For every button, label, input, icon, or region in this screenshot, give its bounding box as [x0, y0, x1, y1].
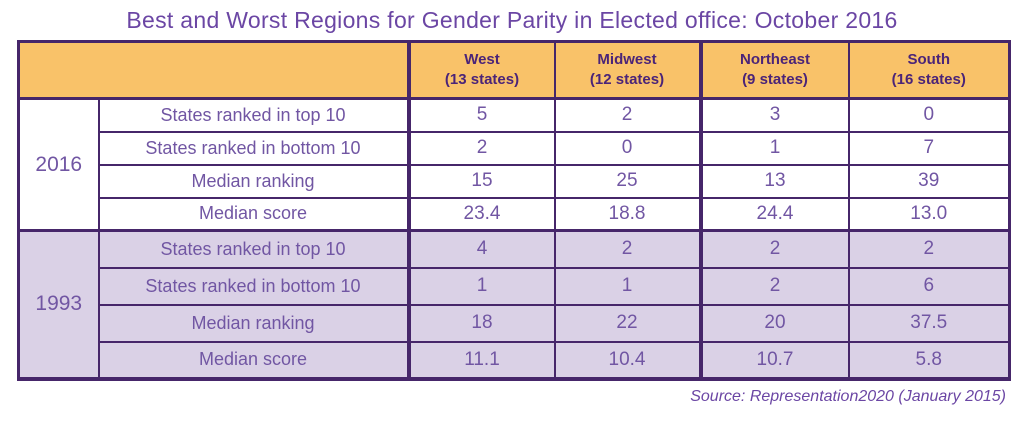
value-cell: 1: [553, 266, 702, 306]
region-name: Midwest: [597, 50, 657, 68]
value-cell: 11.1: [406, 340, 556, 380]
region-states-count: (16 states): [891, 71, 966, 88]
column-header-west: West (13 states): [406, 40, 556, 100]
section-2016: 2016 States ranked in top 10 5 2 3 0 Sta…: [17, 97, 1011, 232]
page-title: Best and Worst Regions for Gender Parity…: [126, 7, 898, 33]
section-1993: 1993 States ranked in top 10 4 2 2 2 Sta…: [17, 229, 1011, 380]
value-cell: 39: [847, 163, 1011, 199]
region-name: South: [907, 50, 951, 68]
header-corner-cell: [17, 40, 410, 100]
region-states-count: (12 states): [589, 71, 665, 88]
row-label: States ranked in top 10: [97, 229, 410, 269]
table-row: 2016 States ranked in top 10 5 2 3 0: [17, 97, 1011, 232]
value-cell: 5: [406, 97, 556, 133]
row-label: Median ranking: [97, 163, 410, 199]
row-label: States ranked in bottom 10: [97, 130, 410, 166]
value-cell: 2: [553, 229, 702, 269]
year-cell-1993: 1993: [17, 229, 100, 380]
value-cell: 23.4: [406, 196, 556, 232]
value-cell: 4: [406, 229, 556, 269]
value-cell: 22: [553, 303, 702, 343]
value-cell: 10.4: [553, 340, 702, 380]
column-header-midwest: Midwest (12 states): [553, 40, 702, 100]
row-label: States ranked in top 10: [97, 97, 410, 133]
row-label: Median score: [97, 340, 410, 380]
table-row: States ranked in bottom 10 2 0 1 7: [19, 130, 1011, 166]
value-cell: 1: [698, 130, 850, 166]
region-name: West: [464, 50, 500, 68]
table-row: 1993 States ranked in top 10 4 2 2 2: [17, 229, 1011, 380]
year-cell-2016: 2016: [17, 97, 100, 232]
table-row: Median score 11.1 10.4 10.7 5.8: [19, 340, 1011, 380]
table-row: Median ranking 18 22 20 37.5: [19, 303, 1011, 343]
value-cell: 2: [406, 130, 556, 166]
table-header: West (13 states) Midwest (12 states) Nor…: [17, 40, 1011, 100]
value-cell: 0: [553, 130, 702, 166]
value-cell: 5.8: [847, 340, 1011, 380]
value-cell: 6: [847, 266, 1011, 306]
value-cell: 25: [553, 163, 702, 199]
value-cell: 2: [847, 229, 1011, 269]
row-label: States ranked in bottom 10: [97, 266, 410, 306]
table-row: Median score 23.4 18.8 24.4 13.0: [19, 196, 1011, 232]
value-cell: 13: [698, 163, 850, 199]
value-cell: 24.4: [698, 196, 850, 232]
value-cell: 10.7: [698, 340, 850, 380]
region-states-count: (9 states): [742, 71, 808, 88]
row-label: Median score: [97, 196, 410, 232]
value-cell: 18: [406, 303, 556, 343]
value-cell: 2: [698, 266, 850, 306]
value-cell: 37.5: [847, 303, 1011, 343]
value-cell: 0: [847, 97, 1011, 133]
row-label: Median ranking: [97, 303, 410, 343]
region-states-count: (13 states): [444, 71, 520, 88]
value-cell: 13.0: [847, 196, 1011, 232]
value-cell: 2: [698, 229, 850, 269]
value-cell: 7: [847, 130, 1011, 166]
value-cell: 1: [406, 266, 556, 306]
value-cell: 20: [698, 303, 850, 343]
column-header-northeast: Northeast (9 states): [698, 40, 850, 100]
source-attribution: Source: Representation2020 (January 2015…: [690, 387, 1006, 405]
gender-parity-table: West (13 states) Midwest (12 states) Nor…: [17, 40, 1011, 381]
value-cell: 3: [698, 97, 850, 133]
value-cell: 18.8: [553, 196, 702, 232]
table-row: Median ranking 15 25 13 39: [19, 163, 1011, 199]
table-row: States ranked in bottom 10 1 1 2 6: [19, 266, 1011, 306]
value-cell: 2: [553, 97, 702, 133]
column-header-south: South (16 states): [847, 40, 1011, 100]
region-name: Northeast: [739, 50, 810, 68]
value-cell: 15: [406, 163, 556, 199]
header-row: West (13 states) Midwest (12 states) Nor…: [17, 40, 1011, 100]
